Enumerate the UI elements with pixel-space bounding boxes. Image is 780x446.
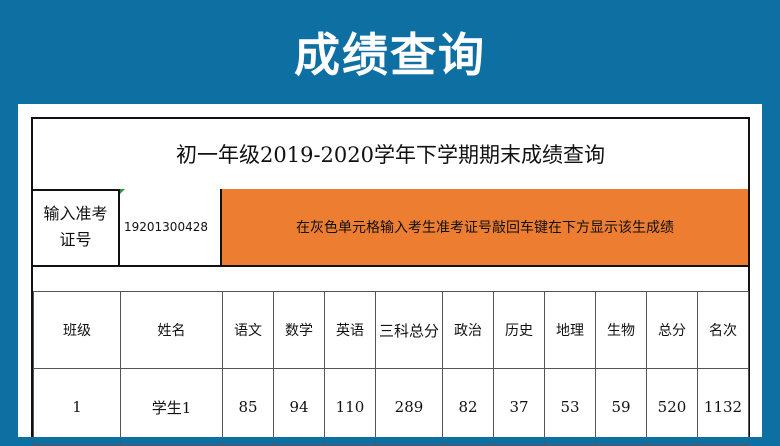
header-math: 数学 bbox=[273, 291, 325, 369]
header-chinese: 语文 bbox=[222, 291, 274, 369]
exam-id-input[interactable]: 19201300428 bbox=[120, 189, 222, 267]
header-politics: 政治 bbox=[442, 291, 494, 369]
score-table: 班级 姓名 语文 数学 英语 三科总分 政治 历史 地理 生物 总分 名次 1 … bbox=[33, 291, 749, 446]
cell-biology: 59 bbox=[595, 368, 647, 446]
empty-row bbox=[33, 267, 748, 291]
instruction-banner: 在灰色单元格输入考生准考证号敲回车键在下方显示该生成绩 bbox=[222, 189, 748, 267]
spreadsheet: 初一年级2019-2020学年下学期期末成绩查询 输入准考证号 19201300… bbox=[18, 104, 762, 446]
header-english: 英语 bbox=[324, 291, 376, 369]
cell-class: 1 bbox=[33, 368, 121, 446]
table-row: 1 学生1 85 94 110 289 82 37 53 59 520 1132 bbox=[33, 368, 749, 446]
score-query-grid: 初一年级2019-2020学年下学期期末成绩查询 输入准考证号 19201300… bbox=[31, 117, 750, 446]
cell-politics: 82 bbox=[442, 368, 494, 446]
cell-rank: 1132 bbox=[697, 368, 749, 446]
bottom-band bbox=[0, 437, 780, 441]
table-header-row: 班级 姓名 语文 数学 英语 三科总分 政治 历史 地理 生物 总分 名次 bbox=[33, 291, 749, 369]
header-history: 历史 bbox=[493, 291, 545, 369]
cell-name: 学生1 bbox=[120, 368, 223, 446]
header-class: 班级 bbox=[33, 291, 121, 369]
exam-id-label: 输入准考证号 bbox=[33, 189, 120, 267]
header-rank: 名次 bbox=[697, 291, 749, 369]
sheet-title: 初一年级2019-2020学年下学期期末成绩查询 bbox=[33, 119, 748, 191]
header-total: 总分 bbox=[646, 291, 698, 369]
cell-three-subject-total: 289 bbox=[375, 368, 443, 446]
cell-history: 37 bbox=[493, 368, 545, 446]
page-banner-title: 成绩查询 bbox=[294, 28, 486, 82]
cell-english: 110 bbox=[324, 368, 376, 446]
cell-geography: 53 bbox=[544, 368, 596, 446]
header-name: 姓名 bbox=[120, 291, 223, 369]
cell-math: 94 bbox=[273, 368, 325, 446]
cell-total: 520 bbox=[646, 368, 698, 446]
header-biology: 生物 bbox=[595, 291, 647, 369]
header-geography: 地理 bbox=[544, 291, 596, 369]
cell-chinese: 85 bbox=[222, 368, 274, 446]
header-three-subject-total: 三科总分 bbox=[375, 291, 443, 369]
